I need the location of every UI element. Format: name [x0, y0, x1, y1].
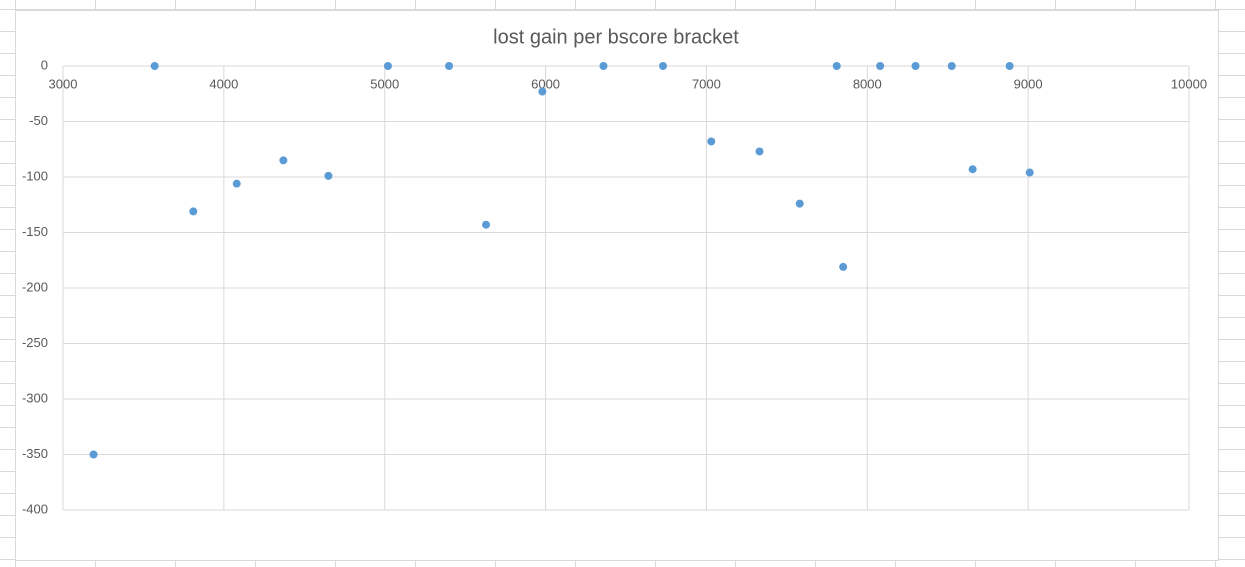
y-tick-label: -100 [22, 168, 48, 183]
data-point [482, 220, 491, 229]
data-point [968, 165, 977, 174]
x-tick-label: 3000 [49, 76, 78, 91]
x-tick-label: 4000 [209, 76, 238, 91]
x-tick-label: 7000 [692, 76, 721, 91]
data-point [911, 62, 920, 70]
x-tick-label: 9000 [1014, 76, 1043, 91]
chart-title: lost gain per bscore bracket [493, 26, 739, 48]
data-point [189, 207, 198, 216]
data-point [1025, 168, 1034, 177]
data-point [89, 450, 98, 459]
x-tick-label: 5000 [370, 76, 399, 91]
data-point [150, 62, 159, 70]
data-point [658, 62, 667, 70]
y-tick-label: -300 [22, 390, 48, 405]
data-point [755, 147, 764, 156]
data-point [232, 179, 241, 188]
data-point [599, 62, 608, 70]
data-point [324, 171, 333, 180]
y-tick-label: 0 [41, 57, 48, 72]
chart-area[interactable] [15, 10, 1219, 561]
data-point [707, 137, 716, 146]
y-tick-label: -400 [22, 501, 48, 516]
y-tick-label: -150 [22, 224, 48, 239]
x-tick-label: 8000 [853, 76, 882, 91]
y-tick-label: -250 [22, 335, 48, 350]
data-point [839, 262, 848, 271]
data-point [279, 156, 288, 165]
x-tick-label: 6000 [531, 76, 560, 91]
x-tick-label: 10000 [1171, 76, 1207, 91]
y-tick-label: -50 [29, 113, 48, 128]
data-point [445, 62, 454, 70]
data-point [832, 62, 841, 70]
y-tick-label: -350 [22, 446, 48, 461]
data-point [383, 62, 392, 70]
data-point [538, 87, 547, 96]
data-point [1005, 62, 1014, 70]
data-point [795, 199, 804, 208]
y-tick-label: -200 [22, 279, 48, 294]
data-point [876, 62, 885, 70]
data-point [947, 62, 956, 70]
